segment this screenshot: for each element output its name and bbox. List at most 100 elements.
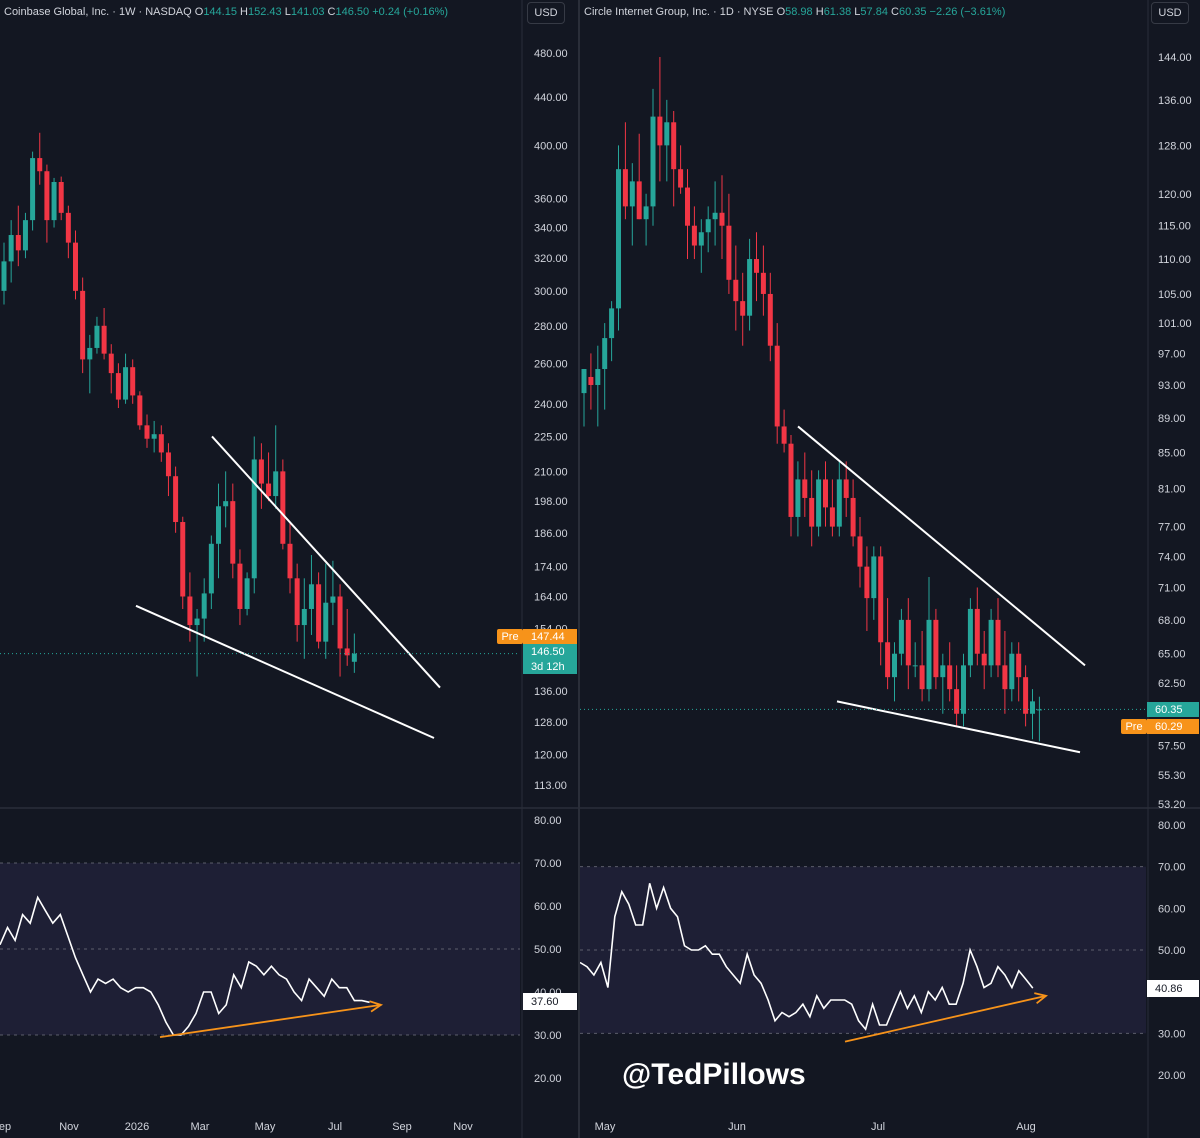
circle-candle-body bbox=[602, 338, 608, 370]
coinbase-price-tick: 240.00 bbox=[534, 399, 568, 411]
circle-candle-body bbox=[1036, 709, 1042, 711]
coinbase-change-value: +0.24 (+0.16%) bbox=[372, 6, 449, 18]
coinbase-candle-body bbox=[223, 501, 229, 507]
coinbase-time-tick: Nov bbox=[59, 1121, 79, 1133]
coinbase-rsi-tick: 30.00 bbox=[534, 1030, 562, 1042]
circle-candle-body bbox=[961, 665, 966, 714]
circle-candle-body bbox=[788, 443, 794, 517]
coinbase-time-tick: Jul bbox=[328, 1121, 342, 1133]
circle-trendline bbox=[797, 425, 1086, 667]
circle-candle-body bbox=[760, 272, 766, 294]
circle-candle-body bbox=[954, 689, 960, 714]
circle-pre-label-badge bbox=[1121, 719, 1147, 734]
coinbase-candle-body bbox=[280, 471, 286, 544]
circle-rsi-value-badge bbox=[1147, 980, 1199, 997]
coinbase-candle-body bbox=[151, 434, 157, 439]
circle-rsi-value: 40.86 bbox=[1155, 983, 1183, 995]
coinbase-last-price-badge bbox=[523, 644, 577, 674]
circle-price-tick: 93.00 bbox=[1158, 380, 1186, 392]
coinbase-rsi-divergence-arrow bbox=[159, 1004, 382, 1039]
circle-candle-body bbox=[988, 619, 994, 666]
circle-last-price-badge bbox=[1147, 702, 1199, 717]
circle-price-tick: 89.00 bbox=[1158, 413, 1186, 425]
circle-price-tick: 97.00 bbox=[1158, 348, 1186, 360]
coinbase-candle-body bbox=[351, 653, 357, 662]
coinbase-candle-body bbox=[115, 373, 121, 400]
circle-price-tick: 53.20 bbox=[1158, 799, 1186, 811]
circle-open-value: 58.98 bbox=[785, 6, 813, 18]
coinbase-candle-body bbox=[108, 353, 114, 374]
circle-change-value: −2.26 (−3.61%) bbox=[929, 6, 1006, 18]
circle-chart-svg[interactable]: 144.00 136.00 128.00 120.00 115.00 110.00 105.… bbox=[580, 0, 1200, 1138]
coinbase-candle-body bbox=[230, 501, 236, 564]
circle-candle-body bbox=[1002, 665, 1008, 690]
coinbase-candle-body bbox=[22, 220, 28, 251]
circle-candle-body bbox=[843, 479, 849, 498]
coinbase-candle-body bbox=[94, 325, 100, 348]
circle-candle-body bbox=[885, 642, 891, 678]
coinbase-pre-value-badge bbox=[523, 629, 577, 644]
coinbase-candle-body bbox=[101, 325, 107, 354]
circle-currency-button[interactable]: USD bbox=[1151, 2, 1189, 24]
coinbase-time-tick: May bbox=[255, 1121, 276, 1133]
coinbase-currency-button[interactable]: USD bbox=[527, 2, 565, 24]
circle-candle-body bbox=[836, 479, 842, 527]
circle-candle-body bbox=[671, 122, 677, 170]
circle-candle-body bbox=[781, 426, 787, 444]
coinbase-candle-body bbox=[323, 602, 329, 642]
circle-price-tick: 136.00 bbox=[1158, 95, 1192, 107]
coinbase-candle-body bbox=[316, 584, 322, 642]
coinbase-price-tick: 480.00 bbox=[534, 48, 568, 60]
circle-candle-body bbox=[850, 497, 856, 537]
coinbase-candle-body bbox=[144, 425, 150, 439]
circle-price-tick: 81.00 bbox=[1158, 484, 1186, 496]
circle-close-value: 60.35 bbox=[898, 6, 927, 18]
coinbase-price-tick: 225.00 bbox=[534, 431, 568, 443]
coinbase-pre-value: 147.44 bbox=[531, 631, 565, 643]
coinbase-bar-countdown: 3d 12h bbox=[531, 661, 565, 673]
circle-price-tick: 115.00 bbox=[1158, 221, 1191, 233]
circle-candle-body bbox=[719, 212, 725, 226]
coinbase-price-tick: 300.00 bbox=[534, 286, 568, 298]
circle-candle-body bbox=[940, 665, 946, 678]
circle-rsi-tick: 50.00 bbox=[1158, 945, 1186, 957]
circle-low-value: 57.84 bbox=[860, 6, 888, 18]
circle-candle-body bbox=[947, 665, 953, 690]
circle-candle-body bbox=[995, 619, 1001, 666]
circle-price-tick: 128.00 bbox=[1158, 140, 1192, 152]
circle-rsi-tick: 30.00 bbox=[1158, 1028, 1186, 1040]
coinbase-candle-body bbox=[8, 235, 14, 262]
coinbase-symbol-header: Coinbase Global, Inc. · 1W · NASDAQ O144… bbox=[4, 6, 449, 18]
circle-candle-body bbox=[609, 308, 615, 339]
circle-chart-panel[interactable]: 144.00 136.00 128.00 120.00 115.00 110.00 105.… bbox=[580, 0, 1200, 1138]
circle-candle-body bbox=[878, 556, 884, 643]
circle-rsi-line bbox=[580, 883, 1034, 1031]
circle-candle-body bbox=[685, 187, 690, 226]
coinbase-chart-panel[interactable]: 480.00 440.00 400.00 360.00 340.00 320.00 300.… bbox=[0, 0, 578, 1138]
circle-time-tick: May bbox=[595, 1121, 616, 1133]
panel-divider[interactable] bbox=[578, 0, 580, 1138]
coinbase-price-tick: 174.00 bbox=[534, 562, 568, 574]
circle-candle-body bbox=[664, 122, 670, 146]
coinbase-candle-body bbox=[337, 596, 343, 649]
coinbase-price-tick: 260.00 bbox=[534, 358, 568, 370]
coinbase-rsi-tick: 60.00 bbox=[534, 901, 562, 913]
circle-price-tick: 65.00 bbox=[1158, 649, 1186, 661]
coinbase-time-tick: Sep bbox=[392, 1121, 412, 1133]
coinbase-candle-body bbox=[73, 242, 78, 291]
coinbase-rsi-tick: 20.00 bbox=[534, 1073, 562, 1085]
circle-pre-value: 60.29 bbox=[1155, 721, 1183, 733]
coinbase-candle-body bbox=[87, 347, 93, 360]
circle-candle-body bbox=[740, 301, 746, 316]
coinbase-chart-svg[interactable]: 480.00 440.00 400.00 360.00 340.00 320.00 300.… bbox=[0, 0, 578, 1138]
circle-price-tick: 77.00 bbox=[1158, 522, 1186, 534]
circle-candle-body bbox=[629, 181, 635, 207]
coinbase-price-tick: 186.00 bbox=[534, 528, 568, 540]
author-watermark: @TedPillows bbox=[622, 1058, 806, 1091]
coinbase-price-tick: 120.00 bbox=[534, 750, 568, 762]
circle-rsi-arrow-head bbox=[1034, 992, 1049, 1005]
coinbase-candle-body bbox=[158, 434, 164, 453]
circle-candle-body bbox=[1009, 653, 1015, 690]
circle-candle-body bbox=[622, 169, 628, 207]
coinbase-candle-body bbox=[15, 235, 21, 251]
